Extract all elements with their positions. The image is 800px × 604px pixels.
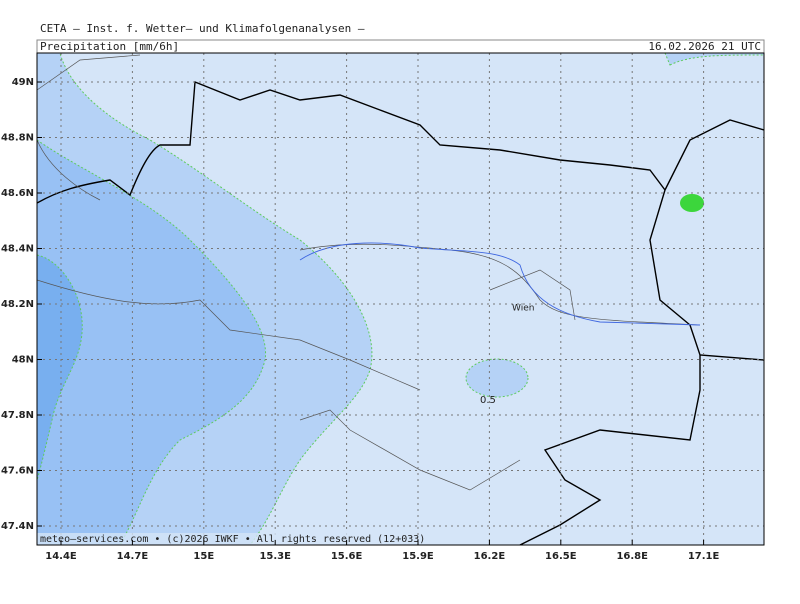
- map-area: Wien 0.5 meteo–services.com • (c)2026 IW…: [37, 53, 764, 545]
- lat-label: 48.8N: [1, 133, 34, 144]
- source-line: CETA – Inst. f. Wetter– und Klimafolgena…: [40, 22, 365, 35]
- lat-label: 48.6N: [1, 188, 34, 199]
- city-label: Wien: [512, 304, 534, 314]
- lon-label: 16.5E: [545, 551, 577, 562]
- precip-patch: [465, 358, 529, 398]
- lat-label: 48.4N: [1, 244, 34, 255]
- lon-label: 14.4E: [45, 551, 77, 562]
- lon-label: 15.6E: [331, 551, 363, 562]
- lon-label: 14.7E: [117, 551, 149, 562]
- footer-bg: [37, 533, 377, 545]
- lat-label: 49N: [12, 77, 34, 88]
- lat-label: 47.4N: [1, 521, 34, 532]
- lon-label: 16.2E: [474, 551, 506, 562]
- precip-level-3: [37, 254, 83, 481]
- map-frame: [36, 52, 765, 546]
- river: [299, 242, 701, 326]
- lon-label: 17.1E: [688, 551, 720, 562]
- lat-label: 48N: [12, 355, 34, 366]
- state-border: [37, 54, 701, 491]
- lon-label: 16.8E: [616, 551, 648, 562]
- lon-label: 15.3E: [259, 551, 291, 562]
- lat-label: 47.6N: [1, 466, 34, 477]
- lat-label: 48.2N: [1, 299, 34, 310]
- precip-peak: [680, 194, 704, 212]
- lat-label: 47.8N: [1, 410, 34, 421]
- precip-patch: [664, 53, 764, 66]
- country-border: [37, 80, 764, 545]
- title: Precipitation [mm/6h]: [40, 40, 179, 53]
- date: 16.02.2026 21 UTC: [648, 40, 761, 53]
- footer: meteo–services.com • (c)2026 IWKF • All …: [40, 534, 425, 545]
- contour-label: 0.5: [480, 395, 496, 406]
- lon-label: 15.9E: [402, 551, 434, 562]
- lon-label: 15E: [193, 551, 214, 562]
